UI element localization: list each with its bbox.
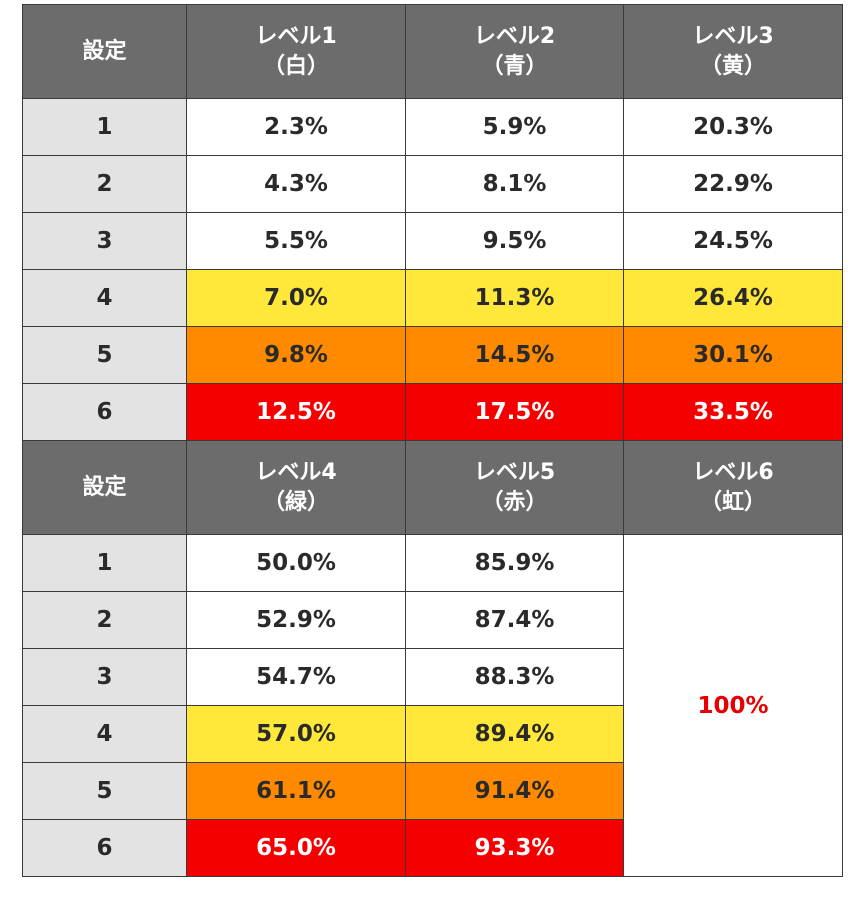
header-setting: 設定 <box>22 4 187 99</box>
table-row: 3 5.5% 9.5% 24.5% <box>22 212 843 270</box>
table-row: 4 7.0% 11.3% 26.4% <box>22 269 843 327</box>
setting-cell: 1 <box>22 534 187 592</box>
rate-cell: 57.0% <box>186 705 406 763</box>
rate-cell: 9.8% <box>186 326 406 384</box>
rate-cell: 20.3% <box>623 98 843 156</box>
table-row: 2 4.3% 8.1% 22.9% <box>22 155 843 213</box>
rate-cell: 33.5% <box>623 383 843 441</box>
setting-cell: 2 <box>22 155 187 213</box>
rate-cell: 26.4% <box>623 269 843 327</box>
rate-cell: 4.3% <box>186 155 406 213</box>
rate-cell: 11.3% <box>405 269 624 327</box>
header-level2: レベル2 （青） <box>405 4 624 99</box>
rate-cell: 61.1% <box>186 762 406 820</box>
setting-cell: 6 <box>22 819 187 877</box>
setting-cell: 5 <box>22 326 187 384</box>
level-rate-table: 設定 レベル1 （白） レベル2 （青） レベル3 （黄） 1 2.3% 5.9% 2… <box>22 4 843 877</box>
setting-cell: 3 <box>22 648 187 706</box>
setting-cell: 4 <box>22 269 187 327</box>
level-rate-table-container: 設定 レベル1 （白） レベル2 （青） レベル3 （黄） 1 2.3% 5.9% 2… <box>22 4 843 877</box>
table-row: 5 61.1% 91.4% <box>22 762 843 820</box>
setting-cell: 4 <box>22 705 187 763</box>
rate-cell: 65.0% <box>186 819 406 877</box>
rate-cell: 2.3% <box>186 98 406 156</box>
rate-cell: 85.9% <box>405 534 624 592</box>
table-row: 6 12.5% 17.5% 33.5% <box>22 383 843 441</box>
rate-cell: 7.0% <box>186 269 406 327</box>
table-row: 1 50.0% 85.9% 100% <box>22 534 843 877</box>
header-level6: レベル6 （虹） <box>623 440 843 535</box>
level6-rate-cell: 100% <box>623 534 843 877</box>
rate-cell: 91.4% <box>405 762 624 820</box>
setting-cell: 5 <box>22 762 187 820</box>
table-row: 2 52.9% 87.4% <box>22 591 843 649</box>
table-row: 6 65.0% 93.3% <box>22 819 843 877</box>
setting-cell: 3 <box>22 212 187 270</box>
rate-cell: 12.5% <box>186 383 406 441</box>
header-setting: 設定 <box>22 440 187 535</box>
header-level4: レベル4 （緑） <box>186 440 406 535</box>
table-row: 1 2.3% 5.9% 20.3% <box>22 98 843 156</box>
rate-cell: 52.9% <box>186 591 406 649</box>
header-level3: レベル3 （黄） <box>623 4 843 99</box>
rate-cell: 93.3% <box>405 819 624 877</box>
header-level5: レベル5 （赤） <box>405 440 624 535</box>
table-row: 3 54.7% 88.3% <box>22 648 843 706</box>
setting-cell: 2 <box>22 591 187 649</box>
rate-cell: 24.5% <box>623 212 843 270</box>
rate-cell: 17.5% <box>405 383 624 441</box>
table1-header-row: 設定 レベル1 （白） レベル2 （青） レベル3 （黄） <box>22 4 843 99</box>
setting-cell: 1 <box>22 98 187 156</box>
rate-cell: 30.1% <box>623 326 843 384</box>
rate-cell: 22.9% <box>623 155 843 213</box>
rate-cell: 9.5% <box>405 212 624 270</box>
table2-header-row: 設定 レベル4 （緑） レベル5 （赤） レベル6 （虹） <box>22 440 843 535</box>
rate-cell: 87.4% <box>405 591 624 649</box>
rate-cell: 89.4% <box>405 705 624 763</box>
rate-cell: 5.9% <box>405 98 624 156</box>
rate-cell: 54.7% <box>186 648 406 706</box>
rate-cell: 50.0% <box>186 534 406 592</box>
table-row: 5 9.8% 14.5% 30.1% <box>22 326 843 384</box>
rate-cell: 14.5% <box>405 326 624 384</box>
setting-cell: 6 <box>22 383 187 441</box>
rate-cell: 8.1% <box>405 155 624 213</box>
rate-cell: 5.5% <box>186 212 406 270</box>
rate-cell: 88.3% <box>405 648 624 706</box>
header-level1: レベル1 （白） <box>186 4 406 99</box>
table-row: 4 57.0% 89.4% <box>22 705 843 763</box>
